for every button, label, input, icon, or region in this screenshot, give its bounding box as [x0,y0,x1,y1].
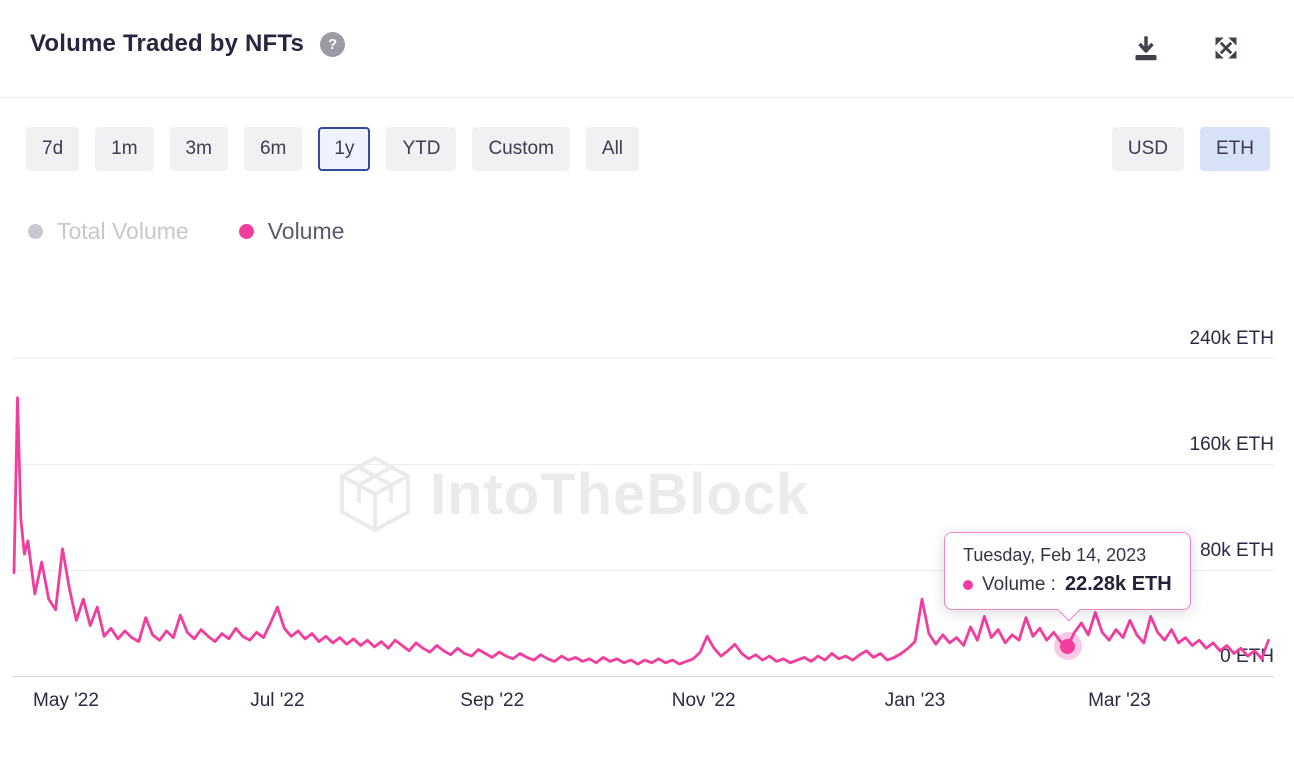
range-button-all[interactable]: All [585,127,640,171]
range-button-custom[interactable]: Custom [472,127,570,171]
legend-item-volume[interactable]: Volume [238,218,345,245]
y-axis-label-160k: 160k ETH [1189,434,1274,455]
y-axis-label-240k: 240k ETH [1189,328,1274,349]
help-glyph: ? [327,35,338,53]
x-axis-label-sep22: Sep '22 [460,690,525,711]
x-axis-label-jan23: Jan '23 [884,690,946,711]
volume-line [12,396,1270,666]
expand-icon[interactable] [1212,34,1240,62]
y-axis-label-80k: 80k ETH [1200,540,1274,561]
range-button-1m[interactable]: 1m [95,127,154,171]
gridline-80k [12,570,1274,571]
download-icon[interactable] [1132,34,1160,62]
range-button-ytd[interactable]: YTD [386,127,457,171]
range-button-7d[interactable]: 7d [26,127,80,171]
tooltip-value: 22.28k ETH [1064,573,1172,596]
tooltip-date: Tuesday, Feb 14, 2023 [963,545,1147,566]
help-icon[interactable]: ? [320,31,346,57]
chart-tooltip: Tuesday, Feb 14, 2023 Volume : 22.28k ET… [944,532,1191,622]
currency-button-usd[interactable]: USD [1111,127,1184,171]
header-divider [0,97,1294,98]
gridline-160k [12,464,1274,465]
currency-button-eth[interactable]: ETH [1200,127,1270,171]
header: Volume Traded by NFTs ? [30,30,346,58]
range-selector: 7d 1m 3m 6m 1y YTD Custom All [26,127,640,171]
x-axis-label-jul22: Jul '22 [250,690,305,711]
legend-item-total-volume[interactable]: Total Volume [28,218,189,245]
total-volume-dot-icon [28,224,43,239]
volume-dot-icon [238,224,254,239]
highlight-point[interactable] [1060,638,1076,654]
legend-label-total-volume: Total Volume [57,218,189,244]
tooltip-value-row: Volume : 22.28k ETH [963,573,1172,596]
x-axis-label-mar23: Mar '23 [1088,690,1151,711]
range-button-1y[interactable]: 1y [318,127,371,171]
range-button-3m[interactable]: 3m [169,127,228,171]
range-button-6m[interactable]: 6m [243,127,303,171]
currency-selector: USD ETH [1111,127,1270,171]
header-actions [1132,34,1240,62]
x-axis-label-nov22: Nov '22 [671,690,736,711]
gridline-240k [12,358,1274,359]
chart-legend: Total Volume Volume [28,218,344,245]
tooltip-series-label: Volume : [982,573,1056,595]
x-axis-label-may22: May '22 [33,690,99,711]
x-axis-line [12,676,1274,677]
page-title: Volume Traded by NFTs [30,30,305,57]
chart-plot-area[interactable] [12,340,1274,686]
tooltip-series-dot-icon [963,579,974,590]
legend-label-volume: Volume [267,218,345,244]
